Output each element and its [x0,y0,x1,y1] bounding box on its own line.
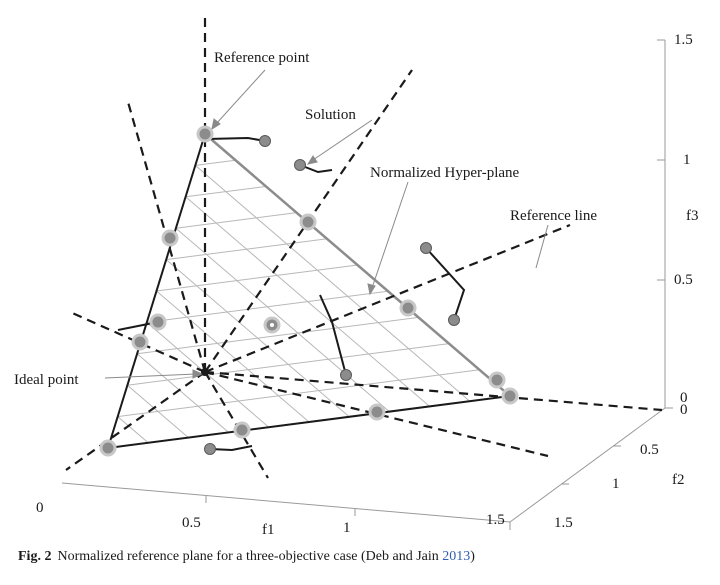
hyperplane-grid-line [156,264,358,292]
f3-tick-0: 0 [680,390,688,406]
ideal-point-label: Ideal point [14,372,79,388]
solution-link [319,294,347,376]
solution-link [425,247,466,321]
annotation-arrows [104,69,549,379]
f1-tick-0-5: 0.5 [182,515,201,531]
f1-axis-line [61,482,511,523]
solution-marker [448,314,460,326]
reference-point-marker [99,439,117,457]
figure-canvas: 0 0.5 1 1.5 f1 0 0.5 1 1.5 f2 0 0.5 1 1.… [14,14,699,538]
reference-point-marker [299,213,317,231]
reference-point-marker [161,229,179,247]
hyperplane-grid-line [137,316,419,355]
f3-axis-label: f3 [686,208,699,224]
f2-tick-1: 1 [612,476,620,492]
f1-tick-1-5: 1.5 [486,512,505,528]
hyperplane-edge-bottom [107,395,511,449]
reference-point-marker [368,403,386,421]
reference-line-label: Reference line [510,208,597,224]
solution-links [117,136,466,452]
reference-line-left [69,310,206,374]
f1-tick-0: 0 [36,500,44,516]
f1-axis-label: f1 [262,522,275,538]
hyperplane-grid-line [117,416,149,444]
solution-link [206,136,266,142]
f2-axis-line [509,407,666,523]
hyperplane-grid-line [127,343,450,386]
hyperplane-edge-right [204,133,511,397]
reference-line-lower-left [65,371,206,471]
hyperplane-grid-line [175,212,297,229]
reference-lines [65,14,663,479]
reference-points [99,125,519,457]
solution-label: Solution [305,107,356,123]
f1-tick-1: 1 [343,520,351,536]
f3-tick-1: 1 [683,152,691,168]
reference-point-marker [233,421,251,439]
axis-ticks [205,39,673,530]
hyperplane-edge-left [107,133,206,449]
f2-tick-1-5: 1.5 [554,515,573,531]
axis-box [61,40,666,523]
reference-point-marker [501,387,519,405]
ideal-point-marker [201,368,209,376]
caption-close: ) [470,549,475,564]
solution-link [299,164,333,174]
hyperplane-grid-line [136,353,229,433]
solution-marker [294,159,306,171]
f2-axis-label: f2 [672,472,685,488]
reference-point-marker [149,313,167,331]
solution-marker [340,369,352,381]
reference-point-center [270,323,274,327]
solution-marker [204,443,216,455]
hyperplane-grid-line [117,369,480,418]
hyperplane-grid [117,159,480,444]
reference-point-marker [131,333,149,351]
f2-tick-0-5: 0.5 [640,442,659,458]
hyperplane-label: Normalized Hyper-plane [370,165,520,181]
reference-line-right [204,223,571,374]
reference-line-lower-right [204,370,663,412]
hyperplane-grid-line [185,196,430,407]
reference-point-marker [399,299,417,317]
normalized-hyperplane [107,133,511,449]
solution-link [117,321,159,331]
reference-point-label: Reference point [214,50,310,66]
figure-caption: Fig. 2 Normalized reference plane for a t… [18,549,708,573]
hyperplane-grid-line [195,159,236,166]
caption-year-link[interactable]: 2013 [442,549,471,564]
hyperplane-grid-line [156,290,310,423]
f3-tick-0-5: 0.5 [674,272,693,288]
caption-fig-label: Fig. 2 [18,549,52,564]
f2-tick-0: 0 [680,402,688,418]
solution-marker [420,242,432,254]
reference-point-marker [196,125,214,143]
f3-tick-1-5: 1.5 [674,32,693,48]
caption-text: Normalized reference plane for a three-o… [57,549,443,564]
solution-marker [259,135,271,147]
hyperplane-grid-line [194,165,471,402]
solution-link [209,445,253,452]
reference-point-marker [488,371,506,389]
hyperplane-grid-line [175,227,390,412]
